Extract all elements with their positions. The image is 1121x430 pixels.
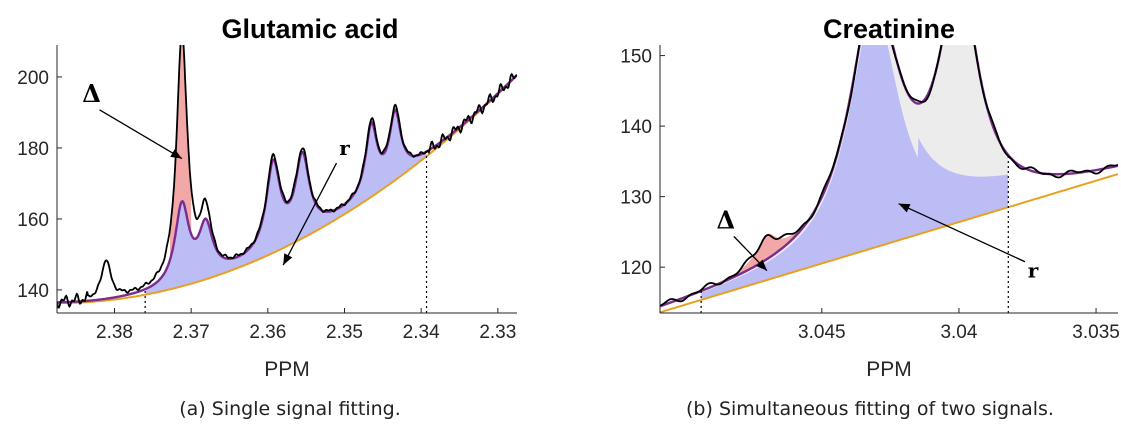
- annotation-arrow: [898, 203, 1026, 263]
- panel-creatinine: 3.045 3.04 3.035 120 130 140 150 Creatinine PPM (…: [620, 14, 1120, 420]
- y-tick-label: 200: [17, 68, 49, 89]
- y-tick-label: 140: [620, 117, 652, 138]
- spectrum-line: [660, 45, 1118, 307]
- area-second-signal: [701, 45, 1009, 293]
- y-tick-label: 180: [17, 139, 49, 160]
- plot-area: [57, 45, 517, 313]
- x-axis-label: PPM: [866, 358, 912, 381]
- y-tick-label: 130: [620, 188, 652, 209]
- baseline-line: [660, 173, 1118, 313]
- x-tick-label: 3.04: [940, 322, 977, 343]
- x-axis-label: PPM: [264, 358, 310, 381]
- y-tick-label: 140: [17, 281, 49, 302]
- fit-line: [57, 74, 517, 304]
- x-tick-label: 2.35: [326, 322, 363, 343]
- annotation-r: r: [339, 136, 350, 160]
- x-tick-label: 2.38: [96, 322, 133, 343]
- plot-area: [660, 45, 1118, 313]
- x-tick-label: 2.37: [173, 322, 210, 343]
- annotation-arrow: [99, 109, 183, 160]
- y-tick-label: 160: [17, 210, 49, 231]
- annotation-arrow: [282, 162, 338, 266]
- x-tick-label: 3.045: [798, 322, 846, 343]
- annotation-r: r: [1028, 259, 1039, 283]
- x-tick-label: 3.035: [1072, 322, 1120, 343]
- annotation-arrowhead: [170, 149, 182, 159]
- annotation-delta: Δ: [82, 79, 101, 108]
- chart-title: Glutamic acid: [221, 14, 398, 44]
- figure-caption: (b) Simultaneous fitting of two signals.: [686, 398, 1054, 420]
- y-tick-label: 150: [620, 47, 652, 68]
- chart-title: Creatinine: [823, 14, 955, 44]
- x-tick-label: 2.33: [479, 322, 516, 343]
- panel-glutamic-acid: 2.38 2.37 2.36 2.35 2.34 2.33 140 160 180 200 Glut…: [17, 14, 517, 420]
- area-r: [701, 45, 1009, 300]
- figure-caption: (a) Single signal fitting.: [179, 398, 401, 420]
- spectrum-line: [57, 45, 517, 309]
- annotation-arrowhead: [898, 203, 911, 213]
- x-tick-label: 2.34: [403, 322, 440, 343]
- annotation-delta: Δ: [717, 205, 736, 234]
- annotation-arrowhead: [283, 253, 293, 266]
- annotation-arrowhead: [756, 259, 767, 271]
- baseline-line: [57, 74, 517, 305]
- x-tick-label: 2.36: [249, 322, 286, 343]
- y-tick-label: 120: [620, 258, 652, 279]
